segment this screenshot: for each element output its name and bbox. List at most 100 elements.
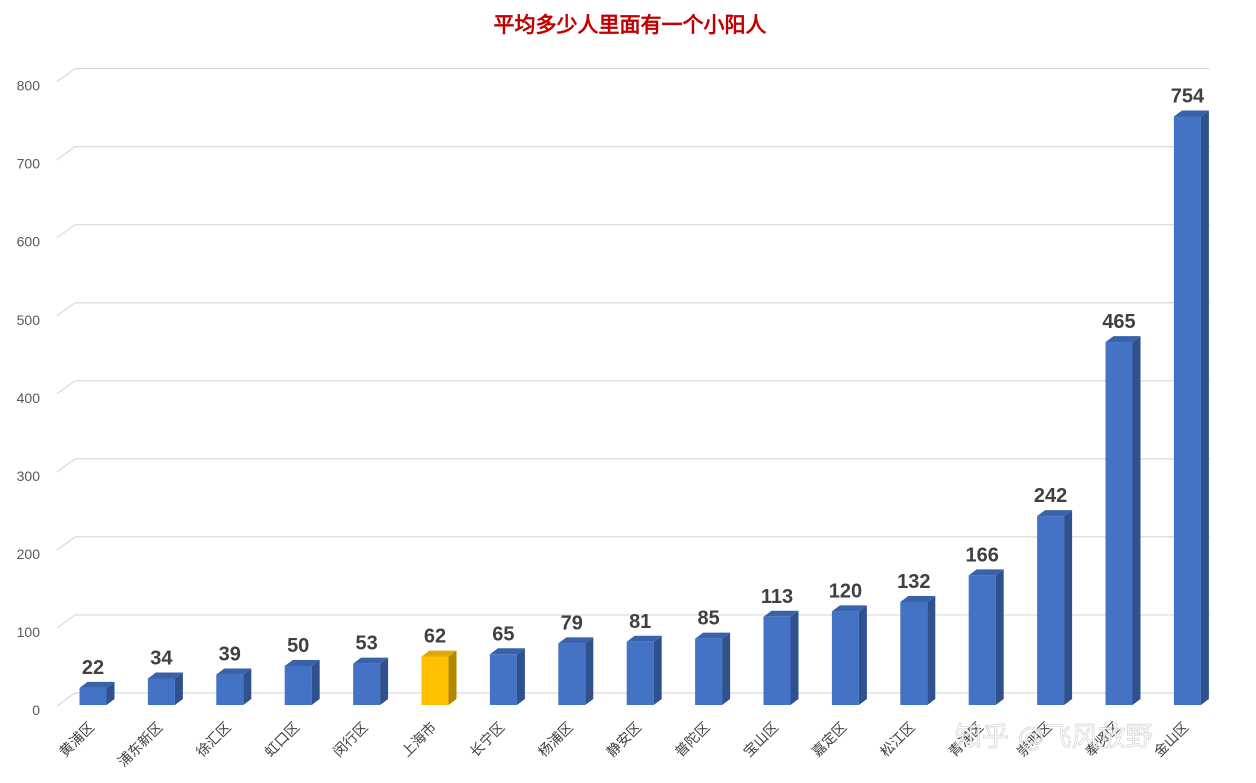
bar-闵行区 [353, 657, 389, 705]
gridline-stub-800 [56, 68, 76, 83]
gridline-stub-300 [56, 458, 76, 473]
gridline-stub-100 [56, 614, 76, 629]
bar-side [1132, 336, 1141, 705]
gridline-stub-500 [56, 302, 76, 317]
gridline-stub-200 [56, 536, 76, 551]
bar-front [831, 611, 859, 705]
bar-top [831, 605, 867, 612]
data-label: 34 [150, 647, 173, 669]
bar-side [448, 650, 457, 705]
gridline-stub-600 [56, 224, 76, 239]
bar-top [216, 668, 252, 675]
data-label: 166 [966, 544, 999, 566]
bar-top [284, 659, 320, 666]
bar-长宁区 [489, 648, 525, 705]
bar-front [489, 654, 517, 705]
x-tick-label: 宝山区 [741, 720, 782, 761]
bar-front [216, 674, 244, 705]
bar-front [1037, 516, 1065, 705]
bar-金山区 [1173, 110, 1209, 706]
bar-上海市 [421, 650, 457, 705]
gridline-stub-400 [56, 380, 76, 395]
bar-徐汇区 [216, 668, 252, 705]
bar-side [722, 632, 731, 705]
gridline-stub-0 [56, 692, 76, 707]
bar-side [653, 635, 662, 705]
bar-front [1173, 116, 1201, 706]
bar-front [284, 665, 312, 705]
data-label: 39 [219, 644, 241, 666]
bar-浦东新区 [147, 672, 183, 705]
x-tick-label: 杨浦区 [536, 720, 577, 761]
data-label: 22 [82, 657, 104, 679]
bar-side [585, 637, 594, 705]
x-tick-label: 上海市 [398, 719, 440, 761]
bar-front [353, 663, 381, 705]
bar-黄浦区 [79, 681, 115, 705]
x-tick-label: 浦东新区 [115, 720, 166, 771]
bar-top [489, 648, 525, 655]
bar-宝山区 [763, 610, 799, 705]
y-tick-label: 500 [17, 312, 41, 328]
gridlines [56, 67, 1210, 707]
bar-side [311, 659, 320, 705]
bar-嘉定区 [831, 605, 867, 705]
y-tick-label: 100 [17, 624, 41, 640]
bar-front [763, 616, 791, 705]
data-label: 79 [561, 612, 583, 634]
bar-front [79, 687, 107, 705]
data-label: 65 [492, 623, 514, 645]
bar-front [1105, 342, 1133, 705]
bars [79, 110, 1209, 706]
bar-杨浦区 [558, 637, 594, 705]
bar-side [106, 681, 115, 705]
data-label: 50 [287, 635, 309, 657]
bar-side [174, 672, 183, 705]
x-tick-label: 黄浦区 [56, 719, 98, 761]
bar-side [380, 657, 389, 705]
bar-side [927, 595, 936, 705]
bar-side [790, 610, 799, 705]
gridline-stub-700 [56, 146, 76, 161]
y-tick-label: 0 [32, 702, 40, 718]
bar-top [147, 672, 183, 679]
data-label: 120 [829, 580, 862, 602]
y-tick-label: 800 [17, 78, 41, 94]
data-labels: 22 34 39 50 53 62 65 79 81 85 113 120 132 166 242 465 75… [82, 86, 1205, 679]
bar-top [968, 569, 1004, 576]
bar-top [1037, 510, 1073, 517]
bar-崇明区 [1037, 510, 1073, 705]
bar-front [968, 575, 996, 705]
bar-side [995, 569, 1004, 705]
bar-top [558, 637, 594, 644]
data-label: 81 [629, 611, 651, 633]
bar-top [900, 595, 936, 602]
x-tick-label: 闵行区 [330, 720, 371, 761]
x-tick-label: 徐汇区 [194, 720, 235, 761]
bar-青浦区 [968, 569, 1004, 705]
bar-top [353, 657, 389, 664]
y-tick-label: 300 [17, 468, 41, 484]
data-label: 132 [897, 571, 930, 593]
bar-top [421, 650, 457, 657]
y-tick-label: 600 [17, 234, 41, 250]
bar-front [900, 601, 928, 705]
y-tick-label: 700 [17, 156, 41, 172]
bar-front [695, 638, 723, 705]
y-tick-label: 400 [17, 390, 41, 406]
bar-front [147, 678, 175, 705]
bar-side [1064, 510, 1073, 705]
x-tick-label: 虹口区 [262, 720, 303, 761]
bar-side [516, 648, 525, 705]
bar-top [626, 635, 662, 642]
bar-奉贤区 [1105, 336, 1141, 705]
x-tick-label: 松江区 [878, 720, 919, 761]
chart-title: 平均多少人里面有一个小阳人 [494, 13, 767, 37]
bar-top [695, 632, 731, 639]
x-tick-label: 静安区 [604, 720, 645, 761]
data-label: 113 [761, 586, 793, 608]
bar-top [1173, 110, 1209, 117]
bar-front [626, 641, 654, 705]
bar-静安区 [626, 635, 662, 705]
